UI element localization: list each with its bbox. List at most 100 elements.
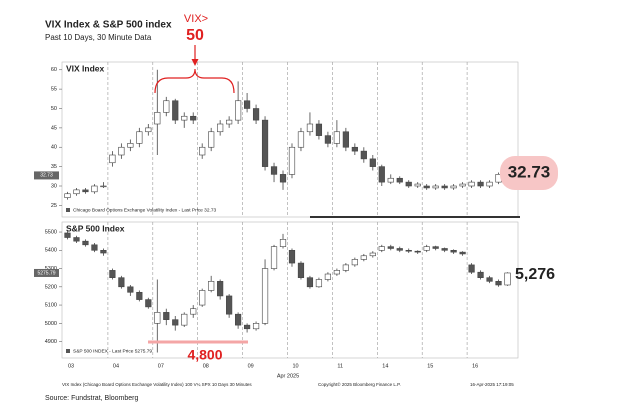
candle-body: [432, 246, 439, 249]
y-tick-label: 5100: [45, 303, 57, 309]
candle-body: [477, 271, 484, 278]
candle-body: [82, 240, 89, 246]
x-tick-label: 07: [158, 363, 164, 369]
x-tick-label: 10: [293, 363, 299, 369]
candle-body: [468, 264, 475, 273]
candle-body: [297, 131, 305, 148]
candle-body: [351, 146, 358, 152]
candle-body: [100, 249, 107, 254]
y-tick-label: 55: [51, 87, 57, 93]
y-tick-label: 25: [51, 203, 57, 209]
candle-body: [387, 246, 394, 249]
candle-body: [118, 146, 125, 156]
candle-body: [459, 183, 466, 187]
source: Source: Fundstrat, Bloomberg: [45, 395, 138, 402]
candle-body: [306, 277, 314, 288]
footer-middle: Copyright© 2025 Bloomberg Finance L.P.: [318, 381, 401, 387]
y-tick-label: 5500: [45, 229, 57, 235]
x-sublabel: Apr 2025: [277, 373, 299, 379]
candle-body: [145, 127, 152, 133]
callout-label: 32.73: [508, 162, 551, 181]
last-value-box: [34, 171, 59, 180]
x-tick-label: 14: [382, 363, 388, 369]
candle-body: [333, 270, 340, 275]
legend-swatch: [66, 349, 70, 353]
candle-body: [73, 189, 80, 195]
candle-body: [100, 185, 107, 188]
y-tick-label: 4900: [45, 339, 57, 345]
x-tick-label: 04: [113, 363, 119, 369]
candle-body: [477, 181, 484, 187]
x-tick-label: 16: [472, 363, 478, 369]
callout-box: [500, 156, 558, 190]
candle-body: [450, 185, 457, 189]
candle-body: [288, 249, 296, 264]
x-tick-label: 11: [337, 363, 343, 369]
candle-body: [73, 237, 80, 242]
candle-body: [118, 277, 125, 288]
candle-body: [235, 313, 242, 326]
candle-body: [181, 115, 188, 121]
candle-body: [342, 264, 349, 271]
legend-label: S&P 500 INDEX - Last Price 5275.79: [73, 348, 152, 354]
panel-frame: [61, 221, 519, 359]
candle-body: [91, 244, 98, 251]
y-tick-label: 5000: [45, 321, 57, 327]
candle-body: [64, 193, 71, 198]
candle-body: [468, 181, 475, 187]
footer-left: VIX Index (Chicago Board Options Exchang…: [62, 382, 252, 387]
candle-body: [243, 324, 251, 330]
candle-body: [145, 299, 152, 308]
candle-body: [324, 135, 332, 144]
annotation-bracket: [154, 68, 235, 94]
candle-body: [109, 270, 116, 278]
candle-body: [252, 108, 260, 121]
candle-body: [450, 249, 457, 253]
last-value-label: 5275.79: [37, 270, 55, 276]
candle-body: [261, 119, 269, 167]
x-tick-label: 03: [68, 363, 74, 369]
y-tick-label: 60: [51, 67, 57, 73]
candle-body: [190, 115, 197, 121]
candle-body: [261, 268, 269, 324]
candle-body: [270, 166, 278, 175]
candle-body: [199, 290, 206, 306]
candle-body: [423, 185, 430, 189]
candle-body: [315, 123, 323, 136]
last-value-box: [34, 268, 59, 277]
candle-body: [154, 112, 161, 125]
candle-body: [288, 146, 296, 175]
candle-body: [270, 246, 278, 269]
y-tick-label: 5400: [45, 248, 57, 254]
candle-body: [208, 281, 215, 291]
candle-body: [199, 146, 206, 156]
panel-title: S&P 500 Index: [66, 223, 125, 233]
annotation-level: 4,800: [187, 347, 222, 363]
candle-body: [369, 158, 376, 167]
candle-body: [459, 251, 466, 255]
x-tick-label: 08: [203, 363, 209, 369]
y-tick-label: 35: [51, 164, 57, 170]
candle-body: [396, 248, 403, 251]
candle-body: [405, 181, 412, 187]
y-tick-label: 45: [51, 125, 57, 131]
candle-body: [190, 308, 197, 315]
candle-body: [279, 239, 287, 247]
candle-body: [333, 131, 340, 144]
candle-body: [441, 185, 448, 189]
candle-body: [181, 313, 188, 326]
candle-body: [306, 123, 314, 133]
candle-body: [127, 143, 134, 148]
candle-body: [226, 119, 233, 125]
candle-body: [486, 181, 493, 187]
candle-body: [226, 295, 233, 315]
candle-body: [495, 281, 502, 286]
candle-body: [163, 312, 170, 320]
candle-body: [235, 100, 242, 121]
candle-body: [109, 154, 116, 164]
legend-label: Chicago Board Options Exchange Volatilit…: [73, 207, 217, 213]
candle-body: [423, 246, 430, 251]
annotation-level: 50: [186, 27, 204, 44]
annotation-arrowhead: [191, 59, 199, 66]
candle-body: [91, 185, 98, 193]
